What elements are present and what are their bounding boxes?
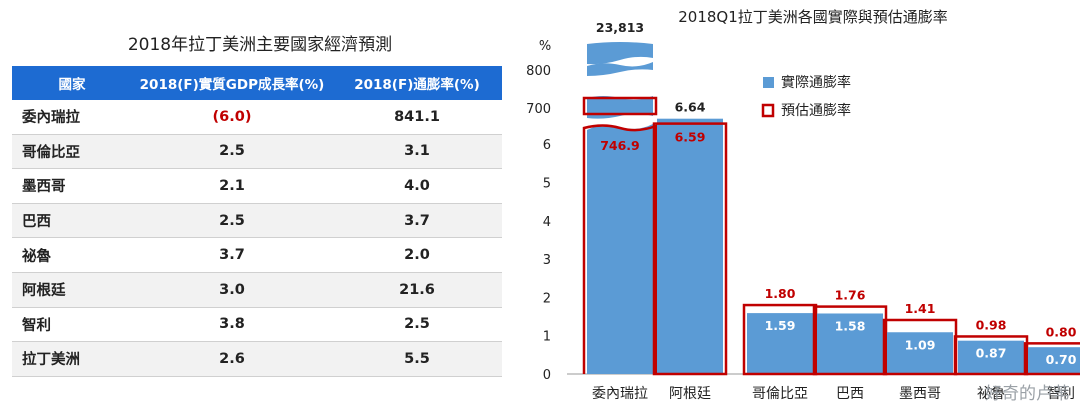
inflation-chart: 2018Q1拉丁美洲各國實際與預估通膨率% 0 1 2 3 4 5 6 700 800 23,813…	[526, 8, 1080, 402]
cell-country: 祕魯	[12, 237, 132, 273]
bar-forecast-outline	[742, 303, 818, 376]
cell-country: 哥倫比亞	[12, 134, 132, 170]
cell-gdp: 2.5	[132, 134, 332, 170]
y-tick-label: 0	[543, 368, 551, 383]
cell-country: 墨西哥	[12, 168, 132, 204]
table-title: 2018年拉丁美洲主要國家經濟預測	[127, 35, 393, 55]
bar-actual	[587, 62, 653, 76]
cell-inflation: 3.7	[332, 203, 502, 239]
bar-forecast-outline	[652, 122, 728, 376]
y-tick-label: 4	[543, 215, 551, 230]
x-category-label: 墨西哥	[899, 386, 941, 402]
cell-inflation: 2.5	[332, 307, 502, 343]
legend-forecast-label: 預估通膨率	[781, 102, 851, 119]
bar-forecast-outline	[1023, 342, 1080, 376]
bar-actual-label: 6.64	[675, 100, 706, 115]
table-row: 墨西哥 2.1 4.0	[12, 168, 502, 204]
cell-inflation: 5.5	[332, 341, 502, 377]
cell-gdp: 3.7	[132, 237, 332, 273]
cell-gdp: 2.6	[132, 341, 332, 377]
bar-actual-label: 1.58	[835, 318, 866, 333]
bar-forecast-outline	[953, 335, 1029, 376]
cell-inflation: 21.6	[332, 272, 502, 308]
table-header-row: 國家 2018(F)實質GDP成長率(%) 2018(F)通膨率(%)	[12, 66, 502, 100]
x-category-label: 祕魯	[977, 386, 1005, 402]
cell-gdp: (6.0)	[132, 100, 332, 135]
y-tick-label: 800	[526, 64, 551, 79]
y-tick-label: 700	[526, 102, 551, 117]
cell-gdp: 2.5	[132, 203, 332, 239]
cell-inflation: 3.1	[332, 134, 502, 170]
bar-forecast-label: 746.9	[600, 138, 640, 153]
y-tick-label: 2	[543, 291, 551, 306]
header-gdp: 2018(F)實質GDP成長率(%)	[132, 66, 332, 100]
forecast-table-panel: 2018年拉丁美洲主要國家經濟預測 國家 2018(F)實質GDP成長率(%) …	[0, 0, 520, 408]
table-row: 巴西 2.5 3.7	[12, 203, 502, 239]
cell-country: 阿根廷	[12, 272, 132, 308]
bar-forecast-outline	[582, 96, 658, 116]
legend-forecast-swatch	[761, 103, 775, 118]
bar-actual	[958, 340, 1024, 374]
cell-country: 巴西	[12, 203, 132, 239]
table-row: 委內瑞拉 (6.0) 841.1	[12, 100, 502, 135]
table-row: 智利 3.8 2.5	[12, 307, 502, 343]
bar-forecast-label: 6.59	[675, 130, 706, 145]
bar-actual	[1028, 347, 1080, 374]
legend-actual-swatch	[763, 77, 774, 88]
bar-forecast-label: 0.98	[976, 317, 1007, 332]
bar-forecast-label: 0.80	[1046, 324, 1077, 339]
bar-actual	[747, 313, 813, 374]
bar-actual	[817, 313, 883, 374]
bar-actual	[587, 42, 653, 88]
bar-forecast-label: 1.80	[765, 286, 796, 301]
x-category-label: 阿根廷	[669, 386, 711, 402]
bar-forecast-label: 1.76	[835, 288, 866, 303]
header-inflation: 2018(F)通膨率(%)	[332, 66, 502, 100]
bar-actual	[887, 332, 953, 374]
cell-country: 智利	[12, 307, 132, 343]
y-axis-unit: %	[539, 39, 551, 54]
x-category-label: 哥倫比亞	[752, 386, 808, 402]
bar-forecast-outline	[812, 305, 888, 376]
forecast-table: 國家 2018(F)實質GDP成長率(%) 2018(F)通膨率(%) 委內瑞拉…	[12, 66, 502, 377]
cell-inflation: 841.1	[332, 100, 502, 135]
y-tick-label: 1	[543, 330, 551, 345]
x-category-label: 委內瑞拉	[592, 386, 648, 402]
cell-country: 委內瑞拉	[12, 100, 132, 135]
bar-actual-label: 1.59	[765, 318, 796, 333]
table-row: 哥倫比亞 2.5 3.1	[12, 134, 502, 170]
cell-inflation: 4.0	[332, 168, 502, 204]
table-row: 拉丁美洲 2.6 5.5	[12, 341, 502, 377]
bar-actual-label: 0.70	[1046, 352, 1077, 367]
x-category-label: 巴西	[836, 386, 864, 402]
header-country: 國家	[12, 66, 132, 100]
cell-country: 拉丁美洲	[12, 341, 132, 377]
bar-actual	[657, 118, 723, 374]
y-tick-label: 6	[543, 138, 551, 153]
x-category-label: 智利	[1047, 386, 1075, 402]
table-row: 祕魯 3.7 2.0	[12, 237, 502, 273]
chart-title: 2018Q1拉丁美洲各國實際與預估通膨率	[678, 8, 948, 26]
y-tick-label: 5	[543, 177, 551, 192]
bar-actual-label: 0.87	[976, 346, 1007, 361]
cell-gdp: 3.8	[132, 307, 332, 343]
bar-forecast-label: 1.41	[905, 301, 936, 316]
bar-forecast-outline	[582, 124, 658, 374]
bar-actual-label: 1.09	[905, 337, 936, 352]
cell-gdp: 2.1	[132, 168, 332, 204]
cell-gdp: 3.0	[132, 272, 332, 308]
watermark: 好奇的卢苇	[985, 384, 1070, 404]
bar-actual	[587, 124, 653, 374]
table-row: 阿根廷 3.0 21.6	[12, 272, 502, 308]
y-tick-label: 3	[543, 253, 551, 268]
inflation-chart-panel: 2018Q1拉丁美洲各國實際與預估通膨率% 0 1 2 3 4 5 6 700 800 23,813…	[525, 0, 1080, 408]
cell-inflation: 2.0	[332, 237, 502, 273]
bar-actual-label: 23,813	[596, 20, 644, 35]
legend-actual-label: 實際通膨率	[781, 74, 851, 91]
bar-actual	[587, 96, 653, 119]
